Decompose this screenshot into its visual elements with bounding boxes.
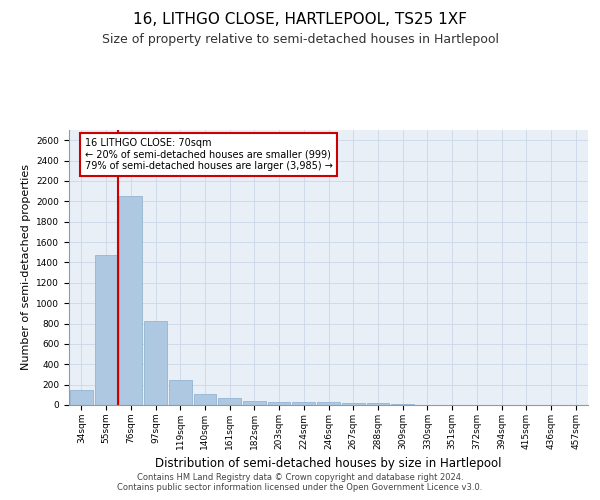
Bar <box>391 404 414 405</box>
Bar <box>95 256 118 405</box>
Bar <box>292 402 315 405</box>
Text: Size of property relative to semi-detached houses in Hartlepool: Size of property relative to semi-detach… <box>101 32 499 46</box>
Text: Contains HM Land Registry data © Crown copyright and database right 2024.
Contai: Contains HM Land Registry data © Crown c… <box>118 473 482 492</box>
Bar <box>218 398 241 405</box>
Bar <box>70 390 93 405</box>
Y-axis label: Number of semi-detached properties: Number of semi-detached properties <box>21 164 31 370</box>
Bar <box>342 403 365 405</box>
Bar <box>119 196 142 405</box>
Bar <box>194 394 216 405</box>
Text: 16 LITHGO CLOSE: 70sqm
← 20% of semi-detached houses are smaller (999)
79% of se: 16 LITHGO CLOSE: 70sqm ← 20% of semi-det… <box>85 138 332 172</box>
Bar <box>243 401 266 405</box>
Bar <box>317 402 340 405</box>
Text: 16, LITHGO CLOSE, HARTLEPOOL, TS25 1XF: 16, LITHGO CLOSE, HARTLEPOOL, TS25 1XF <box>133 12 467 28</box>
Bar <box>367 404 389 405</box>
Bar <box>144 322 167 405</box>
X-axis label: Distribution of semi-detached houses by size in Hartlepool: Distribution of semi-detached houses by … <box>155 458 502 470</box>
Bar <box>268 402 290 405</box>
Bar <box>169 380 191 405</box>
